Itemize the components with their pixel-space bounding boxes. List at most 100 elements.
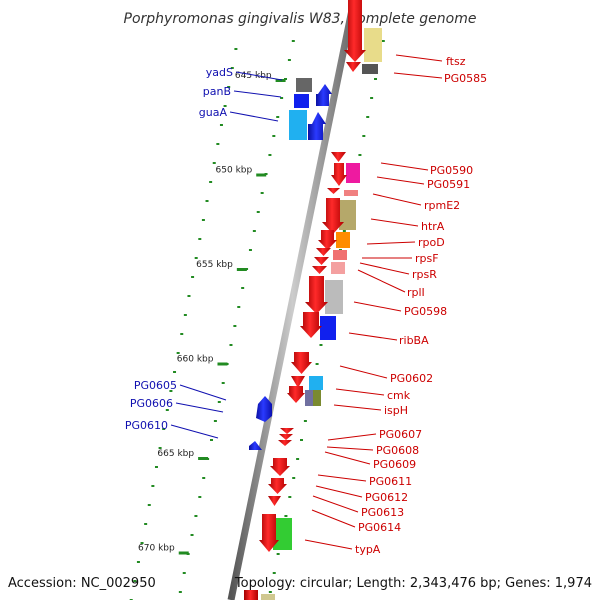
gene-label-panb: panB bbox=[203, 85, 231, 98]
feature-block-yads bbox=[296, 78, 312, 92]
minor-tick bbox=[300, 439, 304, 441]
scale-label-670: 670 kbp bbox=[138, 544, 175, 554]
feature-block-pg0598 bbox=[325, 280, 343, 314]
feature-block-pg0590 bbox=[346, 163, 360, 183]
minor-tick bbox=[183, 314, 187, 316]
accession-text: Accession: NC_002950 bbox=[8, 576, 156, 591]
feature-block-ftsz bbox=[364, 28, 382, 62]
gene-label-pg0612: PG0612 bbox=[365, 491, 408, 504]
minor-tick bbox=[151, 485, 155, 487]
feature-block-isph-b bbox=[313, 390, 321, 406]
gene-arrow-rpme2 bbox=[327, 188, 340, 194]
scale-tick-670 bbox=[178, 551, 189, 555]
gene-arrow-rpsf bbox=[316, 248, 331, 256]
gene-arrow-htra bbox=[322, 198, 344, 234]
minor-tick bbox=[276, 553, 280, 555]
gene-label-pg0609: PG0609 bbox=[373, 458, 416, 471]
minor-tick bbox=[362, 135, 366, 137]
minor-tick bbox=[381, 40, 385, 42]
map-title: Porphyromonas gingivalis W83, complete g… bbox=[124, 11, 477, 27]
gene-labels-left: yadS panB guaA PG0605 PG0606 PG0610 bbox=[125, 66, 233, 432]
minor-tick bbox=[291, 40, 295, 42]
minor-tick bbox=[201, 219, 205, 221]
scale-marks: 645 kbp 650 kbp 655 kbp 660 kbp 665 kbp 670 k… bbox=[138, 71, 286, 555]
gene-arrow-rpli bbox=[312, 266, 327, 274]
minor-tick bbox=[198, 238, 202, 240]
gene-label-pg0606: PG0606 bbox=[130, 397, 173, 410]
minor-tick bbox=[287, 59, 291, 61]
minor-tick bbox=[217, 401, 221, 403]
gene-label-isph: ispH bbox=[384, 404, 408, 417]
gene-arrow-ftsz bbox=[344, 0, 366, 62]
scale-label-665: 665 kbp bbox=[157, 449, 194, 459]
minor-tick bbox=[260, 192, 264, 194]
minor-tick bbox=[178, 591, 182, 593]
gene-label-pg0602: PG0602 bbox=[390, 372, 433, 385]
minor-tick bbox=[219, 124, 223, 126]
minor-tick bbox=[315, 363, 319, 365]
gene-label-pg0590: PG0590 bbox=[430, 164, 473, 177]
gene-arrow-guaa bbox=[308, 112, 326, 140]
minor-tick bbox=[268, 154, 272, 156]
minor-tick bbox=[205, 200, 209, 202]
minor-tick bbox=[176, 352, 180, 354]
minor-tick bbox=[272, 572, 276, 574]
gene-arrow-pg0609 bbox=[278, 440, 292, 446]
minor-tick bbox=[154, 466, 158, 468]
minor-tick bbox=[169, 390, 173, 392]
gene-label-rpsr: rpsR bbox=[412, 268, 437, 281]
minor-tick bbox=[268, 591, 272, 593]
gene-arrow-typa bbox=[259, 514, 279, 552]
gene-arrow-pg0612 bbox=[268, 478, 287, 494]
leader-lines-right bbox=[304, 54, 443, 550]
feature-block-panb bbox=[294, 94, 309, 108]
gene-label-rpod: rpoD bbox=[418, 236, 445, 249]
minor-tick bbox=[292, 477, 296, 479]
minor-tick bbox=[144, 523, 148, 525]
minor-tick bbox=[280, 97, 284, 99]
minor-tick bbox=[303, 420, 307, 422]
scale-tick-645 bbox=[275, 79, 286, 82]
gene-label-cmk: cmk bbox=[387, 389, 411, 402]
feature-block-pg0585 bbox=[362, 64, 378, 74]
gene-label-pg0613: PG0613 bbox=[361, 506, 404, 519]
gene-arrow-pg0611 bbox=[270, 458, 290, 476]
minor-tick bbox=[288, 496, 292, 498]
minor-tick bbox=[319, 344, 323, 346]
scale-tick-650 bbox=[256, 173, 267, 177]
gene-label-pg0611: PG0611 bbox=[369, 475, 412, 488]
scale-tick-655 bbox=[236, 268, 247, 271]
gene-label-rpli: rplI bbox=[407, 286, 425, 299]
gene-arrow-ribba bbox=[300, 312, 322, 338]
minor-tick bbox=[180, 333, 184, 335]
gene-label-pg0585: PG0585 bbox=[444, 72, 487, 85]
minor-tick-tracks bbox=[129, 40, 385, 600]
minor-tick bbox=[229, 344, 233, 346]
minor-tick bbox=[342, 230, 346, 232]
gene-arrow-rpod bbox=[318, 230, 337, 250]
minor-tick bbox=[173, 371, 177, 373]
minor-tick bbox=[133, 580, 137, 582]
gene-arrow-next bbox=[244, 590, 258, 600]
gene-arrow-isph bbox=[287, 386, 305, 403]
genome-backbone bbox=[227, 0, 358, 600]
gene-label-typa: typA bbox=[355, 543, 381, 556]
gene-arrow-rpsr bbox=[314, 257, 329, 265]
minor-tick bbox=[158, 447, 162, 449]
minor-tick bbox=[374, 78, 378, 80]
scale-label-650: 650 kbp bbox=[216, 166, 253, 176]
minor-tick bbox=[190, 534, 194, 536]
feature-block-htra bbox=[339, 200, 356, 230]
feature-block-next bbox=[261, 594, 275, 600]
minor-tick bbox=[165, 409, 169, 411]
gene-label-guaa: guaA bbox=[199, 106, 228, 119]
minor-tick bbox=[276, 116, 280, 118]
feature-block-rpme2 bbox=[344, 190, 358, 196]
minor-tick bbox=[194, 515, 198, 517]
gene-arrow-pg0585 bbox=[346, 62, 361, 72]
leader-lines-left bbox=[170, 71, 283, 439]
scale-tick-665 bbox=[198, 457, 209, 460]
gene-label-rpme2: rpmE2 bbox=[424, 199, 460, 212]
feature-block-ribba bbox=[320, 316, 336, 340]
gene-label-pg0605: PG0605 bbox=[134, 379, 177, 392]
